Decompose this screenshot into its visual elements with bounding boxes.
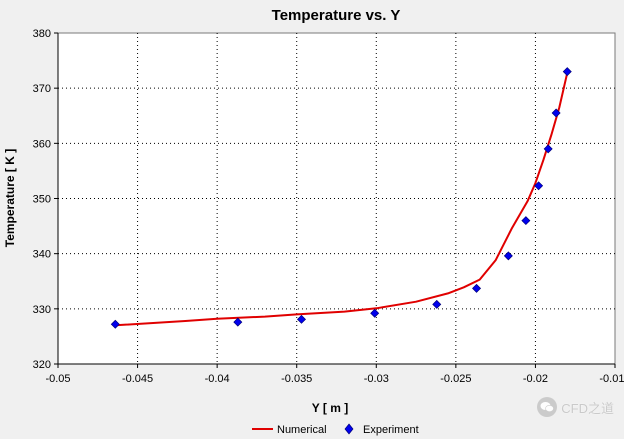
legend: Numerical Experiment [252,423,419,436]
y-tick-label: 370 [33,83,51,95]
y-axis-label: Temperature [ K ] [3,149,17,247]
experiment-point [370,308,380,318]
x-tick-label: -0.025 [440,373,471,385]
x-tick-label: -0.045 [122,373,153,385]
y-tick-label: 380 [33,28,51,40]
chart-title: Temperature vs. Y [272,7,401,24]
y-tick-label: 340 [33,249,51,261]
experiment-point [296,314,306,324]
x-axis-label: Y [ m ] [312,401,348,415]
x-tick-label: -0.04 [205,373,230,385]
plot-area [57,32,616,365]
experiment-point [472,283,482,293]
x-tick-label: -0.035 [281,373,312,385]
legend-experiment-marker [344,423,354,435]
series [110,67,572,329]
x-tick-label: -0.05 [45,373,70,385]
axes: -0.05 -0.045 -0.04 -0.035 -0.03 -0.025 -0.02 -0… [33,28,624,385]
watermark: CFD之道 [537,397,614,417]
experiment-point [543,144,553,154]
y-tick-label: 330 [33,304,51,316]
y-tick-label: 320 [33,359,51,371]
experiment-point [562,67,572,77]
experiment-point [503,251,513,261]
y-tick-label: 350 [33,194,51,206]
legend-experiment-label: Experiment [363,424,419,436]
experiment-point [233,317,243,327]
y-tick-label: 360 [33,138,51,150]
legend-numerical-label: Numerical [277,424,327,436]
experiment-point [110,319,120,329]
experiment-point [432,299,442,309]
watermark-text: CFD之道 [561,400,614,416]
experiment-point [551,108,561,118]
experiment-point [534,181,544,191]
grid-lines [58,33,615,364]
wechat-icon [537,397,558,417]
experiment-point [521,216,531,226]
numerical-series-line [113,72,569,327]
x-tick-label: -0.015 [599,373,624,385]
x-tick-label: -0.03 [364,373,389,385]
x-tick-label: -0.02 [523,373,548,385]
